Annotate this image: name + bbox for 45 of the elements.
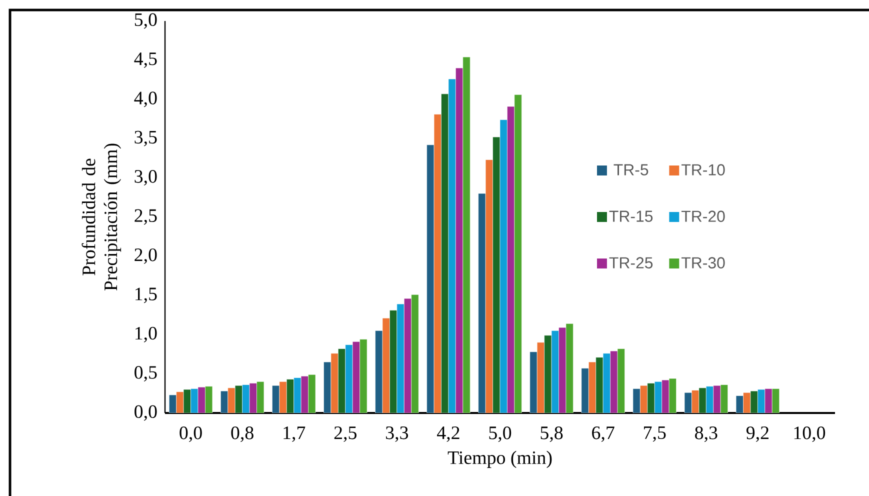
x-tick-label: 0,0 <box>180 426 202 442</box>
legend-label: TR-10 <box>681 164 725 176</box>
bar <box>514 94 522 413</box>
x-tick-label: 1,7 <box>284 426 306 442</box>
bar <box>462 56 470 413</box>
x-tick-label: 0,8 <box>231 426 254 442</box>
x-tick-label: 9,2 <box>746 426 768 442</box>
y-tick-label: 3,0 <box>134 170 157 186</box>
bar <box>426 144 434 413</box>
y-axis-title: Profundidad de Precipitación (mm) <box>82 144 122 291</box>
bar <box>478 193 486 413</box>
bar <box>456 68 464 413</box>
bar <box>345 344 353 413</box>
x-tick-label: 8,3 <box>695 426 718 442</box>
y-tick-label: 1,0 <box>136 326 157 342</box>
x-axis-title: Tiempo (min) <box>448 450 552 468</box>
x-tick-label: 10,0 <box>794 426 826 442</box>
y-tick-label: 4,0 <box>134 92 157 108</box>
y-tick-label: 2,0 <box>134 248 157 264</box>
bar <box>764 388 772 413</box>
x-tick-label: 6,7 <box>592 426 614 442</box>
x-tick-label: 5,0 <box>489 426 512 442</box>
bar <box>500 120 508 413</box>
x-tick-label: 2,5 <box>334 426 356 442</box>
y-tick-label: 1,5 <box>136 288 157 304</box>
y-tick-label: 3,5 <box>134 130 157 146</box>
legend-label: TR-5 <box>614 164 648 176</box>
legend-label: TR-30 <box>681 257 725 268</box>
bar <box>713 385 721 413</box>
y-tick-label: 5,0 <box>134 13 157 29</box>
bar <box>530 352 538 413</box>
y-tick-label: 0,5 <box>134 366 157 382</box>
x-tick-label: 5,8 <box>540 426 563 442</box>
x-tick-label: 4,2 <box>437 426 460 442</box>
bar <box>507 106 515 413</box>
x-tick-label: 3,3 <box>386 426 408 442</box>
y-tick-label: 0,0 <box>134 405 157 421</box>
y-tick-label: 4,5 <box>134 52 157 68</box>
bar <box>411 294 419 413</box>
bar <box>448 78 456 413</box>
legend-label: TR-15 <box>609 210 653 222</box>
y-tick-label: 2,5 <box>134 209 157 225</box>
legend-label: TR-20 <box>681 210 725 222</box>
legend-label: TR-25 <box>609 257 653 268</box>
x-tick-label: 7,5 <box>644 426 666 442</box>
